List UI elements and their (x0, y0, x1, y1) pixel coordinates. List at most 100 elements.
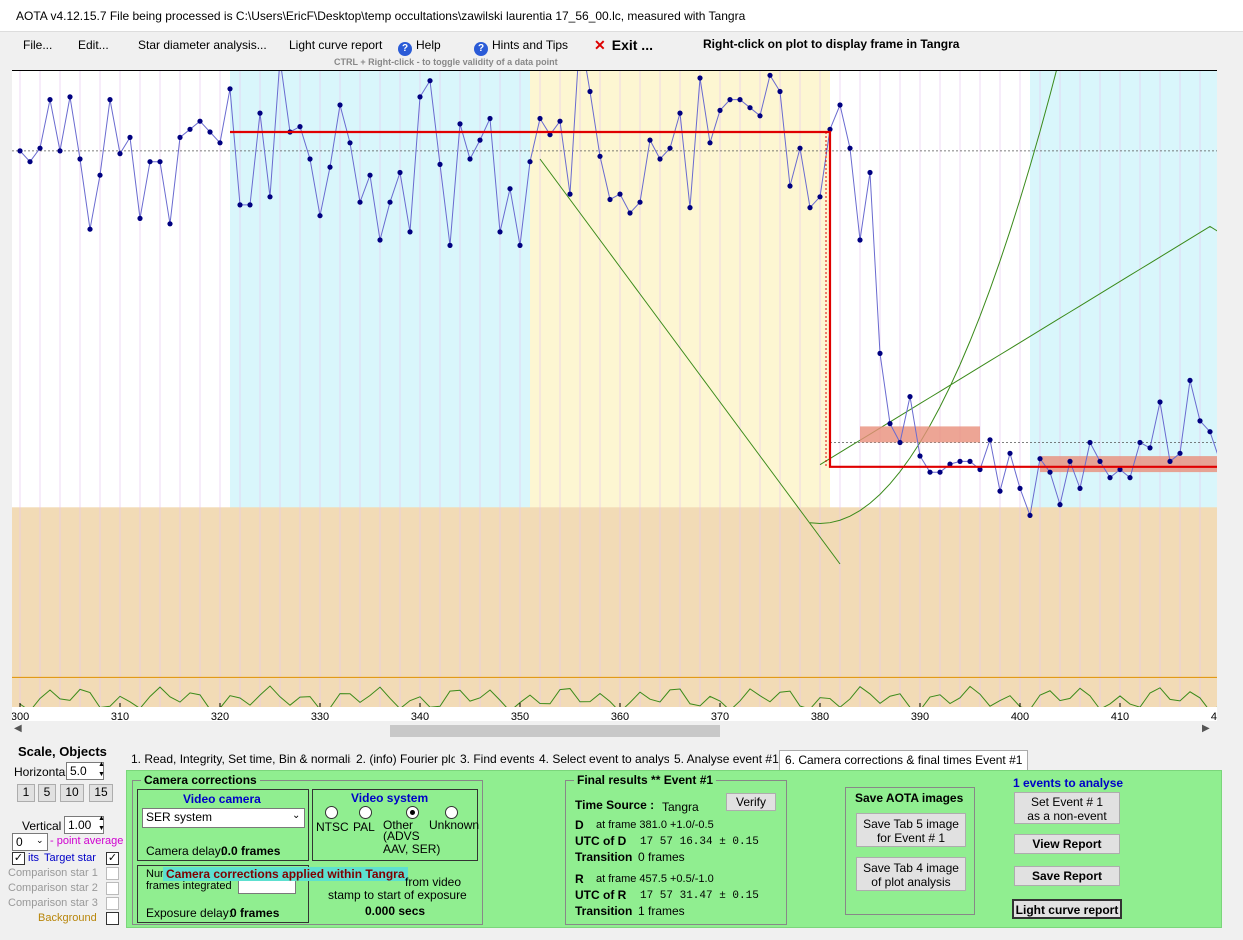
data-point (1047, 469, 1053, 475)
vertical-spinner[interactable]: 1.00 (64, 816, 104, 834)
data-point (87, 226, 93, 232)
video-system-group: Video system NTSC PAL Other (ADVS AAV, S… (312, 789, 479, 861)
background-band (12, 507, 1217, 707)
horizontal-label: Horizontal (14, 765, 69, 779)
transition-d-label: Transition (575, 850, 633, 864)
tab-analyse-event[interactable]: 5. Analyse event #1 (669, 750, 785, 770)
data-point (237, 202, 243, 208)
r-frame-text: at frame 457.5 +0.5/-1.0 (596, 873, 714, 885)
exposure-delay-value: 0 frames (230, 906, 280, 920)
camera-select-chevron-icon[interactable]: ⌄ (292, 810, 301, 821)
vspin-up-icon[interactable]: ▲ (98, 815, 105, 822)
data-point (587, 88, 593, 95)
data-point (937, 469, 943, 475)
background-curve (19, 685, 1217, 713)
data-point (1087, 439, 1093, 446)
zoom-10-button[interactable]: 10 (60, 784, 84, 802)
time-source-label: Time Source : (575, 798, 655, 812)
comparison-star-2-checkbox[interactable] (106, 882, 119, 895)
stamp-label: stamp to start of exposure (328, 888, 467, 902)
menu-file[interactable]: File... (23, 38, 53, 52)
data-point (567, 191, 573, 197)
ntsc-radio[interactable] (325, 806, 338, 819)
close-icon: ✕ (594, 37, 606, 53)
data-point (117, 151, 123, 157)
data-point (37, 145, 43, 151)
unknown-radio[interactable] (445, 806, 458, 819)
tab-find-events[interactable]: 3. Find events (455, 750, 542, 770)
scrollbar-thumb[interactable] (390, 725, 720, 737)
its-checkbox[interactable]: ✓ (12, 852, 25, 865)
point-average-select[interactable]: 0 (12, 833, 48, 851)
events-count-label: 1 events to analyse (1013, 776, 1124, 790)
verify-button[interactable]: Verify (726, 793, 776, 811)
data-point (697, 75, 703, 81)
data-point (767, 72, 773, 78)
spin-down-icon[interactable]: ▼ (98, 771, 105, 778)
camera-corrections-group: Camera corrections Video camera SER syst… (132, 773, 483, 925)
background-checkbox[interactable] (106, 912, 119, 925)
data-point (57, 148, 63, 154)
utc-r-value: 17 57 31.47 ± 0.15 (640, 890, 759, 902)
menu-star-diameter[interactable]: Star diameter analysis... (138, 38, 267, 52)
data-point (1157, 399, 1163, 405)
data-point (737, 97, 743, 103)
data-point (217, 140, 223, 146)
tab-select-event[interactable]: 4. Select event to analyse (534, 750, 683, 770)
zoom-15-button[interactable]: 15 (89, 784, 113, 802)
light-curve-plot[interactable]: 3003103203303403503603703803904004104204… (12, 70, 1217, 721)
zoom-1-button[interactable]: 1 (17, 784, 35, 802)
comparison-star-3-checkbox[interactable] (106, 897, 119, 910)
horizontal-spinner[interactable]: 5.0 (66, 762, 104, 780)
view-report-button[interactable]: View Report (1014, 834, 1120, 854)
data-point (1057, 502, 1063, 508)
data-point (507, 186, 513, 192)
menu-hints[interactable]: ? Hints and Tips (474, 38, 568, 56)
target-star-checkbox[interactable]: ✓ (106, 852, 119, 865)
data-point (917, 453, 923, 459)
save-tab4-button[interactable]: Save Tab 4 image of plot analysis (856, 857, 966, 891)
menu-exit[interactable]: ✕ Exit ... (594, 37, 653, 54)
data-point (167, 221, 173, 227)
menu-help[interactable]: ? Help (398, 38, 441, 56)
exposure-delay-label: Exposure delay: (146, 906, 233, 920)
comparison-star-1-checkbox[interactable] (106, 867, 119, 880)
camera-select[interactable]: SER system (142, 808, 305, 828)
scroll-right-icon[interactable]: ▶ (1202, 723, 1210, 734)
light-curve-report-button[interactable]: Light curve report (1012, 899, 1122, 919)
save-tab5-button[interactable]: Save Tab 5 image for Event # 1 (856, 813, 966, 847)
data-point (497, 229, 503, 235)
data-point (607, 196, 613, 203)
data-point (877, 350, 883, 356)
data-point (787, 183, 793, 189)
tab-fourier[interactable]: 2. (info) Fourier plot (351, 750, 467, 770)
data-point (1197, 418, 1203, 424)
data-point (427, 78, 433, 84)
horizontal-scrollbar[interactable]: ◀ ▶ (12, 722, 1217, 740)
set-non-event-button[interactable]: Set Event # 1 as a non-event (1014, 792, 1120, 824)
zoom-5-button[interactable]: 5 (38, 784, 56, 802)
plot-svg[interactable]: 3003103203303403503603703803904004104204… (12, 71, 1217, 721)
menu-edit[interactable]: Edit... (78, 38, 109, 52)
from-video-label: from video (405, 875, 462, 889)
other-radio[interactable] (406, 806, 419, 819)
data-point (1207, 429, 1213, 435)
spin-up-icon[interactable]: ▲ (98, 761, 105, 768)
save-report-button[interactable]: Save Report (1014, 866, 1120, 886)
data-point (667, 145, 673, 151)
data-point (717, 107, 723, 113)
data-point (637, 199, 643, 205)
data-point (297, 124, 303, 130)
scroll-left-icon[interactable]: ◀ (14, 723, 22, 734)
tab-read[interactable]: 1. Read, Integrity, Set time, Bin & norm… (126, 750, 369, 770)
data-point (777, 88, 783, 95)
data-point (47, 97, 53, 103)
tab-camera-corrections[interactable]: 6. Camera corrections & final times Even… (779, 750, 1029, 770)
vspin-down-icon[interactable]: ▼ (98, 825, 105, 832)
chevron-down-icon[interactable]: ⌄ (36, 835, 44, 845)
pal-radio[interactable] (359, 806, 372, 819)
data-point (137, 215, 143, 221)
menu-light-curve-report[interactable]: Light curve report (289, 38, 383, 52)
data-point (27, 159, 33, 165)
transition-r-label: Transition (575, 904, 633, 918)
